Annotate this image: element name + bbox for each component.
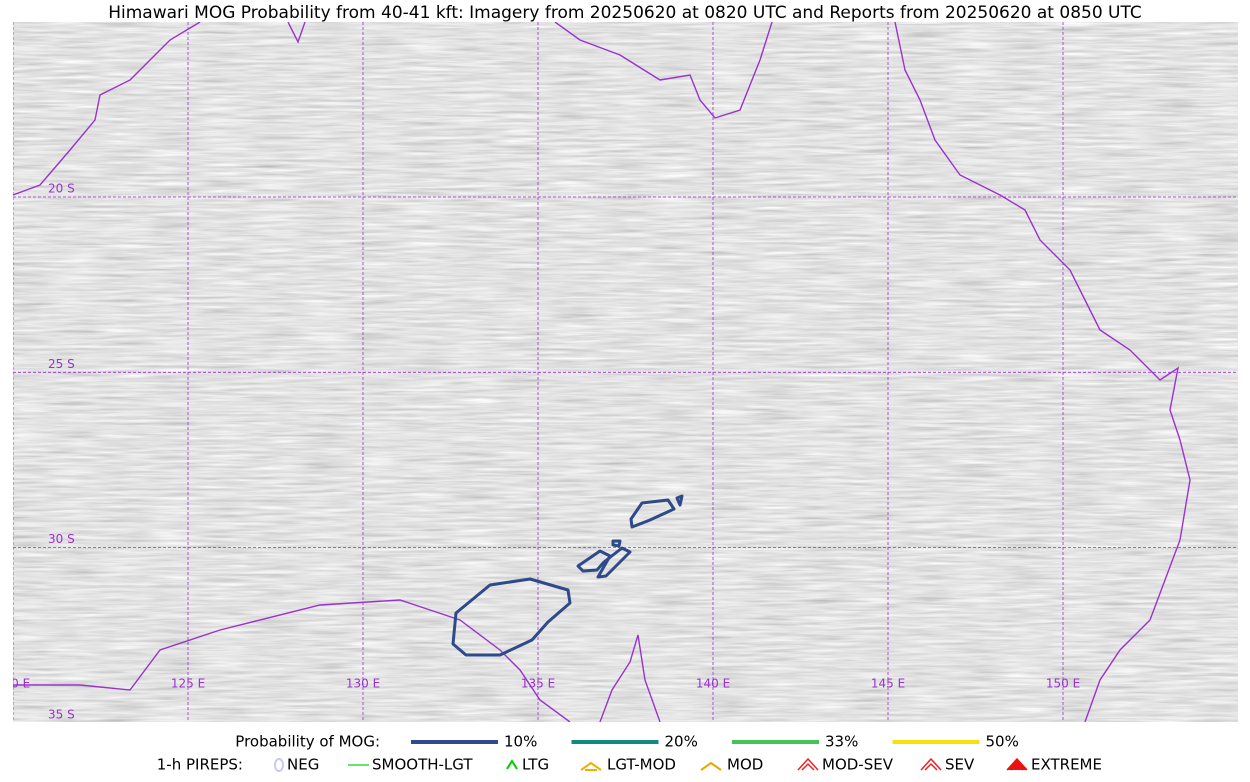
coastline [13,599,571,722]
legend-label: 33% [825,733,858,751]
longitude-label: 130 E [346,677,380,691]
legend-mog-title: Probability of MOG: [235,733,380,751]
longitude-label: 150 E [1046,677,1080,691]
longitude-label: 135 E [521,677,555,691]
legend-icon [506,759,518,770]
legend-icon [797,757,819,771]
coastline [599,634,661,722]
legend-label: EXTREME [1031,756,1102,774]
longitude-label: 120 E [0,677,30,691]
mog-contour [611,539,622,548]
mog-contour [629,498,676,529]
mog-contour [576,546,632,579]
coastline [894,22,1191,722]
legend-label: LTG [522,756,549,774]
mog-contours [451,494,684,657]
legend-label: LGT-MOD [607,756,676,774]
longitude-label: 125 E [171,677,205,691]
legend: Probability of MOG: 1-h PIREPS: 10% 20% 33… [157,733,1102,774]
longitude-label: 145 E [871,677,905,691]
legend-pirep-title: 1-h PIREPS: [157,756,243,774]
latitude-label: 35 S [48,707,75,721]
legend-label: MOD [727,756,763,774]
longitude-label: 140 E [696,677,730,691]
coastlines [13,22,1191,722]
legend-label: SMOOTH-LGT [372,756,473,774]
title: Himawari MOG Probability from 40-41 kft:… [108,3,1142,23]
map: 20 S 25 S 30 S 35 S 120 E 125 E 130 E 135 E 140 … [0,22,1238,722]
latitude-label: 25 S [48,357,75,371]
legend-icon [920,757,942,771]
latitude-label: 30 S [48,532,75,546]
legend-label: MOD-SEV [822,756,894,774]
coastline [554,22,773,119]
legend-label: SEV [945,756,975,774]
legend-icon [700,761,722,771]
legend-label: NEG [287,756,319,774]
legend-label: 10% [504,733,537,751]
latitude-label: 20 S [48,182,75,196]
mog-contour [451,577,572,657]
coastline [287,22,306,44]
legend-label: 20% [665,733,698,751]
graticule: 20 S 25 S 30 S 35 S 120 E 125 E 130 E 135 E 140 … [0,22,1238,722]
legend-label: 50% [986,733,1019,751]
legend-icon [274,758,284,772]
coastline [13,22,201,196]
legend-icon [580,761,602,771]
mog-contour [675,494,684,507]
legend-icon [1006,757,1028,771]
